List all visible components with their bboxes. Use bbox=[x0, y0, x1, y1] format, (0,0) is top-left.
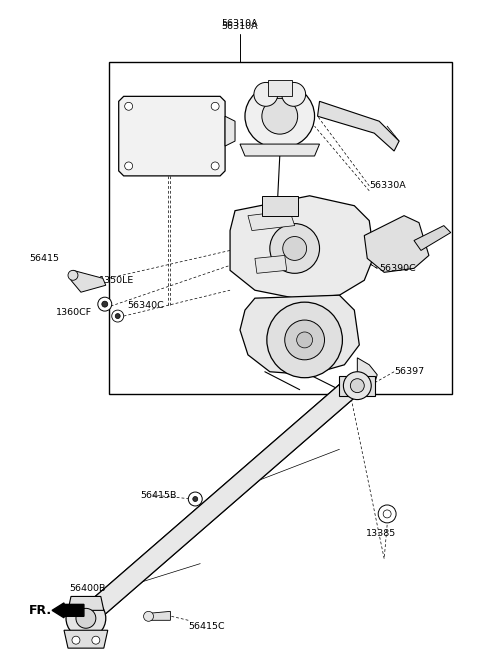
Circle shape bbox=[211, 162, 219, 170]
Bar bbox=[109, 62, 452, 394]
Circle shape bbox=[68, 270, 78, 280]
Circle shape bbox=[144, 611, 154, 621]
Text: 56310A: 56310A bbox=[222, 19, 258, 28]
Circle shape bbox=[267, 302, 342, 378]
Text: 1350LE: 1350LE bbox=[99, 276, 134, 285]
Circle shape bbox=[102, 301, 108, 307]
Polygon shape bbox=[240, 144, 320, 156]
Text: 56310A: 56310A bbox=[222, 22, 258, 31]
Circle shape bbox=[282, 83, 306, 106]
Polygon shape bbox=[357, 384, 369, 395]
Circle shape bbox=[343, 372, 371, 400]
Text: 56397: 56397 bbox=[394, 367, 424, 377]
Text: 13385: 13385 bbox=[366, 529, 396, 539]
Text: 56390C: 56390C bbox=[379, 264, 416, 273]
Circle shape bbox=[188, 492, 202, 506]
Polygon shape bbox=[71, 270, 106, 292]
Circle shape bbox=[72, 636, 80, 644]
Circle shape bbox=[98, 297, 112, 311]
Ellipse shape bbox=[245, 84, 314, 148]
Polygon shape bbox=[357, 358, 377, 390]
Circle shape bbox=[193, 497, 198, 501]
Circle shape bbox=[125, 102, 132, 110]
Circle shape bbox=[211, 102, 219, 110]
Polygon shape bbox=[414, 226, 451, 251]
Circle shape bbox=[125, 162, 132, 170]
Text: 56415B: 56415B bbox=[141, 491, 177, 499]
Circle shape bbox=[383, 510, 391, 518]
Text: FR.: FR. bbox=[29, 604, 52, 617]
Circle shape bbox=[350, 379, 364, 393]
Circle shape bbox=[285, 320, 324, 359]
Polygon shape bbox=[318, 101, 399, 151]
Polygon shape bbox=[230, 195, 374, 298]
Polygon shape bbox=[268, 81, 292, 96]
Text: 56330A: 56330A bbox=[369, 181, 406, 190]
Polygon shape bbox=[64, 630, 108, 648]
Polygon shape bbox=[248, 211, 295, 230]
Polygon shape bbox=[364, 216, 429, 272]
Polygon shape bbox=[68, 596, 104, 610]
Circle shape bbox=[76, 608, 96, 628]
Circle shape bbox=[283, 237, 307, 260]
Polygon shape bbox=[76, 377, 361, 628]
Circle shape bbox=[297, 332, 312, 348]
Circle shape bbox=[112, 310, 124, 322]
Polygon shape bbox=[240, 295, 360, 375]
Polygon shape bbox=[255, 255, 287, 274]
Text: 1360CF: 1360CF bbox=[56, 308, 92, 317]
Circle shape bbox=[270, 224, 320, 274]
Polygon shape bbox=[225, 116, 235, 146]
Text: 56340C: 56340C bbox=[128, 300, 165, 310]
Polygon shape bbox=[339, 376, 375, 396]
Circle shape bbox=[378, 505, 396, 523]
Circle shape bbox=[254, 83, 278, 106]
Polygon shape bbox=[262, 195, 298, 216]
Circle shape bbox=[262, 98, 298, 134]
Circle shape bbox=[360, 386, 367, 394]
Polygon shape bbox=[148, 611, 170, 621]
Circle shape bbox=[92, 636, 100, 644]
Polygon shape bbox=[119, 96, 225, 176]
Circle shape bbox=[115, 314, 120, 319]
Circle shape bbox=[66, 598, 106, 638]
FancyArrow shape bbox=[52, 603, 84, 618]
Text: 56415C: 56415C bbox=[188, 622, 225, 631]
Text: 56415: 56415 bbox=[29, 254, 59, 263]
Text: 56400B: 56400B bbox=[69, 584, 106, 593]
